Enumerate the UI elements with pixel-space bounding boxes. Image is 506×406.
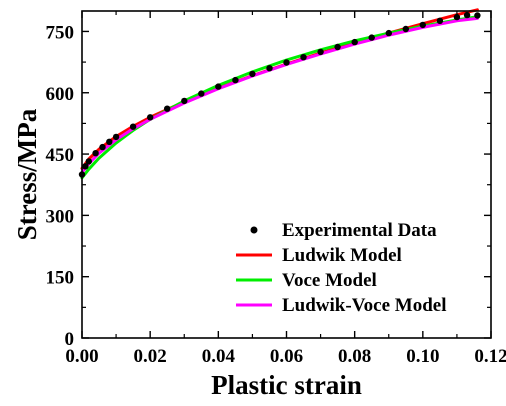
data-point-experimental-data — [86, 158, 92, 164]
x-tick-label: 0.12 — [474, 346, 506, 367]
data-point-experimental-data — [317, 49, 323, 55]
data-point-experimental-data — [334, 44, 340, 50]
legend-label-voce-model: Voce Model — [282, 270, 377, 291]
x-axis-title: Plastic strain — [211, 370, 362, 400]
data-point-experimental-data — [147, 114, 153, 120]
data-point-experimental-data — [99, 144, 105, 150]
data-point-experimental-data — [106, 139, 112, 145]
data-point-experimental-data — [474, 12, 480, 18]
legend-label-ludwik-model: Ludwik Model — [282, 245, 402, 266]
data-point-experimental-data — [130, 124, 136, 130]
data-point-experimental-data — [283, 59, 289, 65]
y-tick-label: 300 — [46, 206, 75, 227]
data-point-experimental-data — [420, 22, 426, 28]
data-point-experimental-data — [198, 90, 204, 96]
data-point-experimental-data — [369, 34, 375, 40]
series-line-voce-model — [82, 17, 477, 178]
data-point-experimental-data — [386, 30, 392, 36]
data-point-experimental-data — [352, 39, 358, 45]
data-point-experimental-data — [92, 150, 98, 156]
data-point-experimental-data — [249, 71, 255, 77]
y-tick-label: 150 — [46, 268, 75, 289]
data-point-experimental-data — [232, 77, 238, 83]
legend-marker-experimental-data — [251, 227, 258, 234]
series-line-ludwik-voce-model — [82, 18, 477, 172]
x-tick-label: 0.02 — [134, 346, 167, 367]
data-point-experimental-data — [215, 83, 221, 89]
series-line-ludwik-model — [82, 10, 477, 169]
y-tick-label: 0 — [65, 329, 75, 350]
x-tick-label: 0.06 — [270, 346, 303, 367]
y-tick-label: 450 — [46, 145, 75, 166]
plot-marks — [79, 10, 481, 178]
y-tick-label: 600 — [46, 84, 75, 105]
x-tick-label: 0.04 — [202, 346, 236, 367]
data-point-experimental-data — [181, 98, 187, 104]
data-point-experimental-data — [164, 106, 170, 112]
data-point-experimental-data — [403, 26, 409, 32]
x-tick-label: 0.10 — [406, 346, 439, 367]
legend-label-experimental-data: Experimental Data — [282, 220, 437, 241]
y-axis-title: Stress/MPa — [12, 108, 42, 240]
y-tick-label: 750 — [46, 22, 75, 43]
data-point-experimental-data — [266, 65, 272, 71]
legend: Experimental Data Ludwik Model Voce Model L… — [236, 220, 447, 316]
data-point-experimental-data — [437, 18, 443, 24]
legend-label-ludwik-voce-model: Ludwik-Voce Model — [282, 295, 447, 316]
data-point-experimental-data — [464, 12, 470, 18]
data-point-experimental-data — [300, 54, 306, 60]
data-point-experimental-data — [113, 134, 119, 140]
x-tick-label: 0.08 — [338, 346, 371, 367]
